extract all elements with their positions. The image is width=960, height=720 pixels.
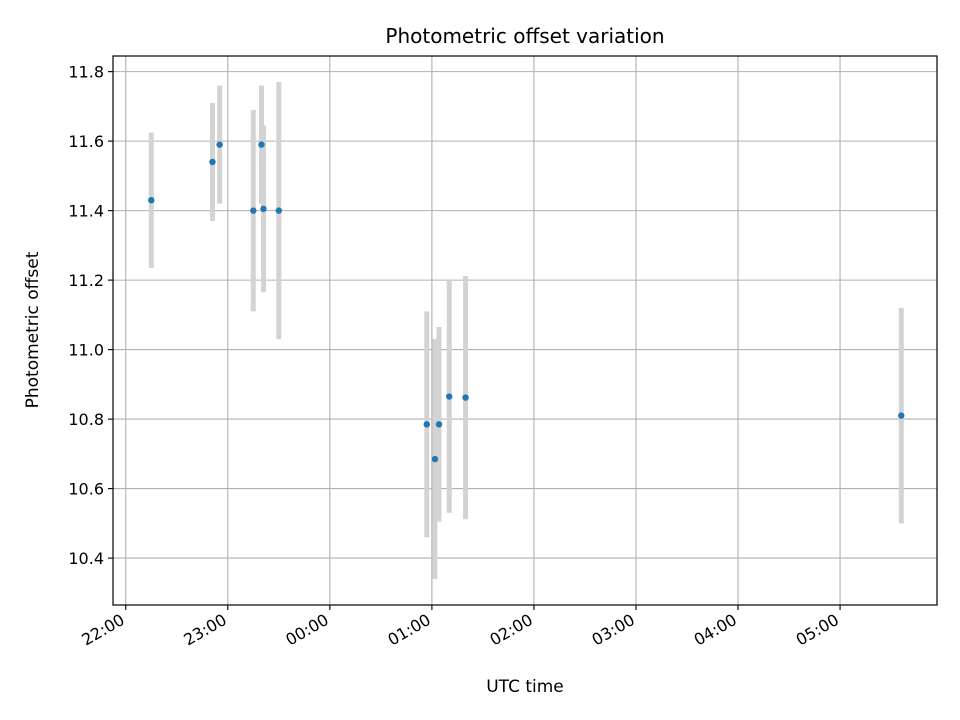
data-point xyxy=(258,141,265,148)
data-point xyxy=(275,207,283,214)
y-tick-label: 10.8 xyxy=(68,410,104,429)
y-tick-label: 11.8 xyxy=(68,63,104,82)
data-point xyxy=(250,207,257,214)
data-point xyxy=(260,205,267,213)
y-tick-label: 11.6 xyxy=(68,132,104,151)
data-point xyxy=(898,412,905,419)
y-tick-label: 11.2 xyxy=(68,271,104,290)
axes-frame xyxy=(112,55,938,606)
y-axis-ticks: 10.4 10.6 10.8 11.0 11.2 11.4 11.6 11.8 xyxy=(68,63,113,568)
y-tick-label: 10.6 xyxy=(68,480,104,499)
data-points xyxy=(148,141,905,463)
y-tick-label: 10.4 xyxy=(68,549,104,568)
data-point xyxy=(446,393,453,400)
data-point xyxy=(423,421,430,428)
data-point xyxy=(148,196,155,204)
data-point xyxy=(435,421,443,428)
y-axis-title: Photometric offset xyxy=(23,251,43,408)
data-point xyxy=(431,455,439,463)
chart-title: Photometric offset variation xyxy=(385,24,664,48)
y-tick-label: 11.0 xyxy=(68,341,104,360)
data-point xyxy=(462,394,469,401)
data-point xyxy=(216,141,223,148)
y-tick-label: 11.4 xyxy=(68,202,104,221)
x-axis-title: UTC time xyxy=(486,677,564,697)
grid xyxy=(113,56,937,605)
data-point xyxy=(209,158,216,166)
